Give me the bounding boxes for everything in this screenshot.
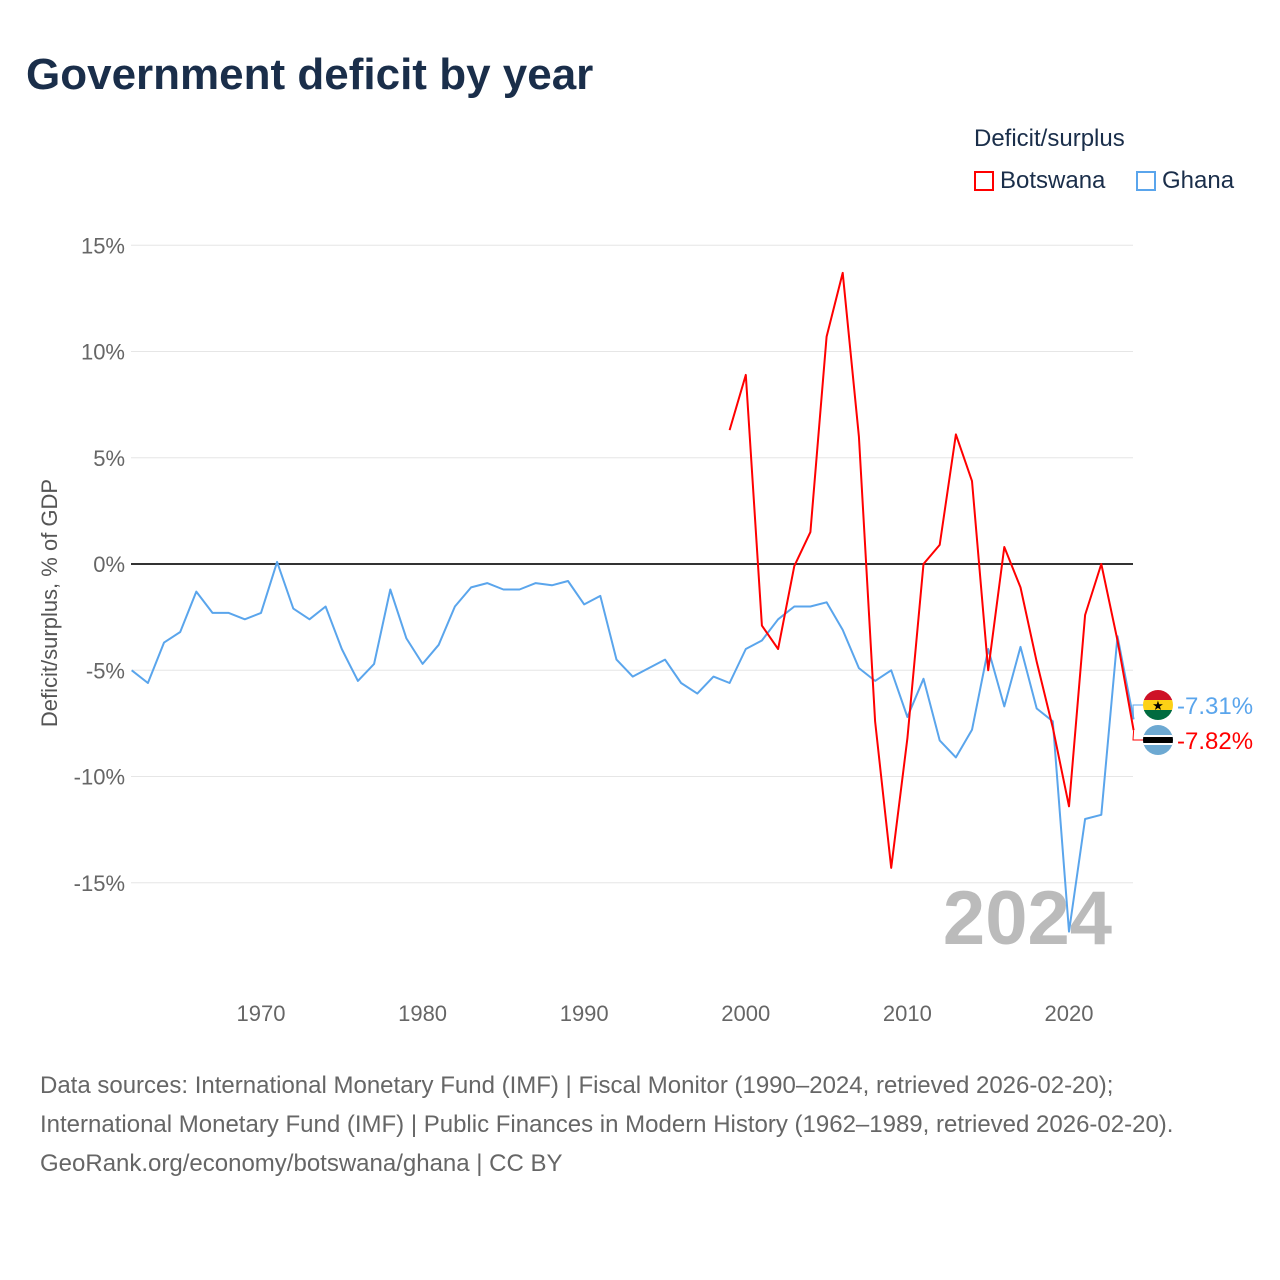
connector-ghana <box>1132 704 1143 720</box>
y-tick-label: 10% <box>81 340 125 365</box>
legend-label: Ghana <box>1162 167 1235 194</box>
star-icon: ★ <box>1152 698 1164 713</box>
attribution-link[interactable]: GeoRank.org/economy/botswana/ghana | CC … <box>40 1150 563 1177</box>
series-line-botswana <box>728 271 1135 869</box>
legend-item-botswana[interactable]: Botswana <box>974 167 1105 195</box>
legend-swatch-botswana <box>974 171 994 191</box>
series-line-ghana <box>131 560 1135 933</box>
legend-swatch-ghana <box>1136 171 1156 191</box>
botswana-flag-icon <box>1143 725 1173 755</box>
legend-label: Botswana <box>1000 167 1106 194</box>
legend-title: Deficit/surplus <box>974 125 1125 152</box>
y-tick-label: -10% <box>74 765 125 790</box>
end-label-botswana: -7.82% <box>1177 728 1253 755</box>
data-sources-text: Data sources: International Monetary Fun… <box>40 1072 1174 1138</box>
y-tick-label: -5% <box>86 658 125 683</box>
x-tick-label: 1970 <box>237 1001 286 1026</box>
ghana-flag-icon <box>1143 690 1173 720</box>
y-tick-label: -15% <box>74 871 125 896</box>
x-tick-label: 1980 <box>398 1001 447 1026</box>
connector-botswana <box>1132 730 1143 741</box>
y-tick-label: 0% <box>93 552 125 577</box>
chart-title: Government deficit by year <box>26 50 594 99</box>
y-tick-label: 5% <box>93 446 125 471</box>
sources: Data sources: International Monetary Fun… <box>40 1066 1240 1183</box>
x-tick-label: 2010 <box>883 1001 932 1026</box>
y-tick-label: 15% <box>81 233 125 258</box>
line-chart: 15% 10% 5% 0% -5% -10% -15% 1970 1980 1990 2000 201… <box>74 233 1253 1026</box>
x-tick-label: 2000 <box>721 1001 770 1026</box>
x-tick-label: 2020 <box>1045 1001 1094 1026</box>
end-label-ghana: -7.31% <box>1177 693 1253 720</box>
x-tick-label: 1990 <box>560 1001 609 1026</box>
year-watermark: 2024 <box>943 876 1112 961</box>
legend-item-ghana[interactable]: Ghana <box>1136 167 1234 195</box>
